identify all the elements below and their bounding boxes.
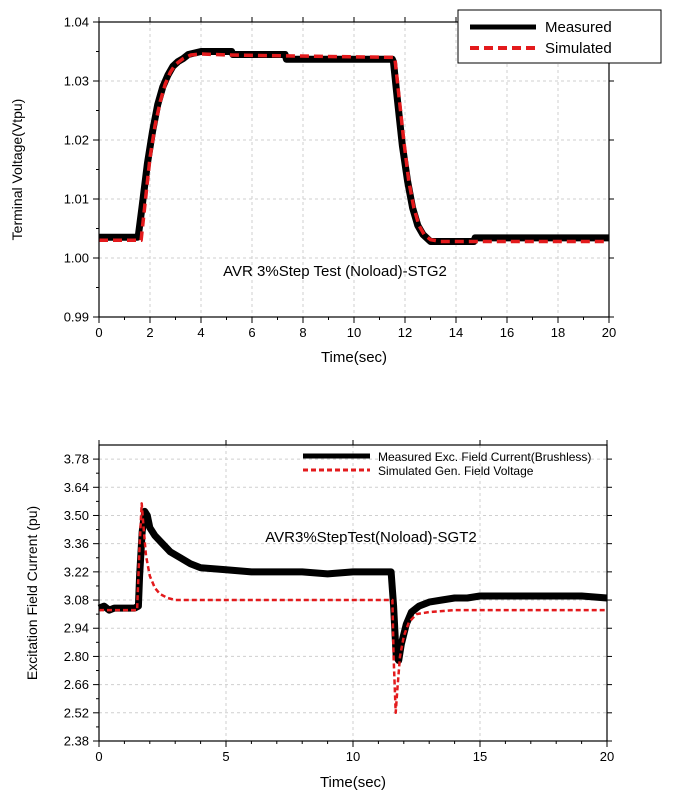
y-tick-label: 1.00 xyxy=(64,251,89,266)
x-axis-title: Time(sec) xyxy=(321,349,387,366)
legend: Measured Simulated xyxy=(457,9,662,64)
y-tick-label: 1.03 xyxy=(64,74,89,89)
legend: Measured Exc. Field Current(Brushless)Si… xyxy=(303,450,591,478)
y-tick-label: 2.52 xyxy=(64,705,89,720)
x-tick-label: 12 xyxy=(398,325,412,340)
y-axis-title: Excitation Field Current (pu) xyxy=(24,506,40,680)
legend-box xyxy=(457,9,662,64)
x-tick-label: 20 xyxy=(602,325,616,340)
x-tick-label: 10 xyxy=(346,749,360,764)
chart-terminal-voltage: 0 2 4 6 8 10 12 14 16 18 20 0.99 1.00 1.01 1.02 1.03 1.0… xyxy=(9,9,662,366)
x-tick-label: 16 xyxy=(500,325,514,340)
x-tick-label: 18 xyxy=(551,325,565,340)
chart-excitation-field-current: 0 5 10 15 20 2.38 2.52 2.66 2.80 2.94 3.08 3.22 3.36… xyxy=(24,440,614,791)
series-line-simulated xyxy=(99,52,609,244)
y-tick-label: 3.36 xyxy=(64,536,89,551)
y-tick-label: 1.01 xyxy=(64,192,89,207)
chart-annotation: AVR3%StepTest(Noload)-SGT2 xyxy=(265,529,476,546)
x-tick-label: 4 xyxy=(197,325,204,340)
legend-label: Simulated xyxy=(545,40,612,57)
legend-label: Measured Exc. Field Current(Brushless) xyxy=(378,450,591,464)
x-tick-label: 2 xyxy=(146,325,153,340)
x-tick-label: 14 xyxy=(449,325,463,340)
y-tick-label: 3.50 xyxy=(64,508,89,523)
legend-label: Measured xyxy=(545,19,612,36)
series-line-simulated xyxy=(99,502,607,715)
x-tick-label: 5 xyxy=(222,749,229,764)
x-tick-label: 20 xyxy=(600,749,614,764)
x-tick-label: 6 xyxy=(248,325,255,340)
x-axis-title: Time(sec) xyxy=(320,774,386,791)
y-tick-label: 2.66 xyxy=(64,677,89,692)
y-tick-label: 1.04 xyxy=(64,15,89,30)
x-tick-label: 0 xyxy=(95,325,102,340)
series-line-measured xyxy=(97,507,608,664)
x-tick-label: 10 xyxy=(347,325,361,340)
x-tick-label: 15 xyxy=(473,749,487,764)
y-tick-label: 3.78 xyxy=(64,452,89,467)
y-tick-label: 2.80 xyxy=(64,649,89,664)
y-tick-label: 3.64 xyxy=(64,480,89,495)
chart-annotation: AVR 3%Step Test (Noload)-STG2 xyxy=(223,263,447,280)
y-tick-label: 2.94 xyxy=(64,621,89,636)
y-axis-title: Terminal Voltage(Vtpu) xyxy=(9,99,25,241)
x-tick-label: 8 xyxy=(299,325,306,340)
y-tick-label: 3.08 xyxy=(64,593,89,608)
y-tick-label: 0.99 xyxy=(64,310,89,325)
y-tick-label: 1.02 xyxy=(64,133,89,148)
x-tick-label: 0 xyxy=(95,749,102,764)
y-tick-label: 2.38 xyxy=(64,734,89,749)
legend-label: Simulated Gen. Field Voltage xyxy=(378,464,534,478)
y-tick-label: 3.22 xyxy=(64,564,89,579)
